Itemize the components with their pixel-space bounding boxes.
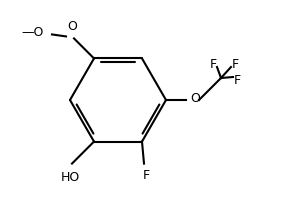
Text: F: F [209,57,217,71]
Text: HO: HO [60,171,80,184]
Text: O: O [67,20,77,33]
Text: F: F [231,57,239,71]
Text: O: O [190,93,200,105]
Text: —O: —O [22,26,44,39]
Text: F: F [233,73,241,87]
Text: F: F [142,168,150,182]
